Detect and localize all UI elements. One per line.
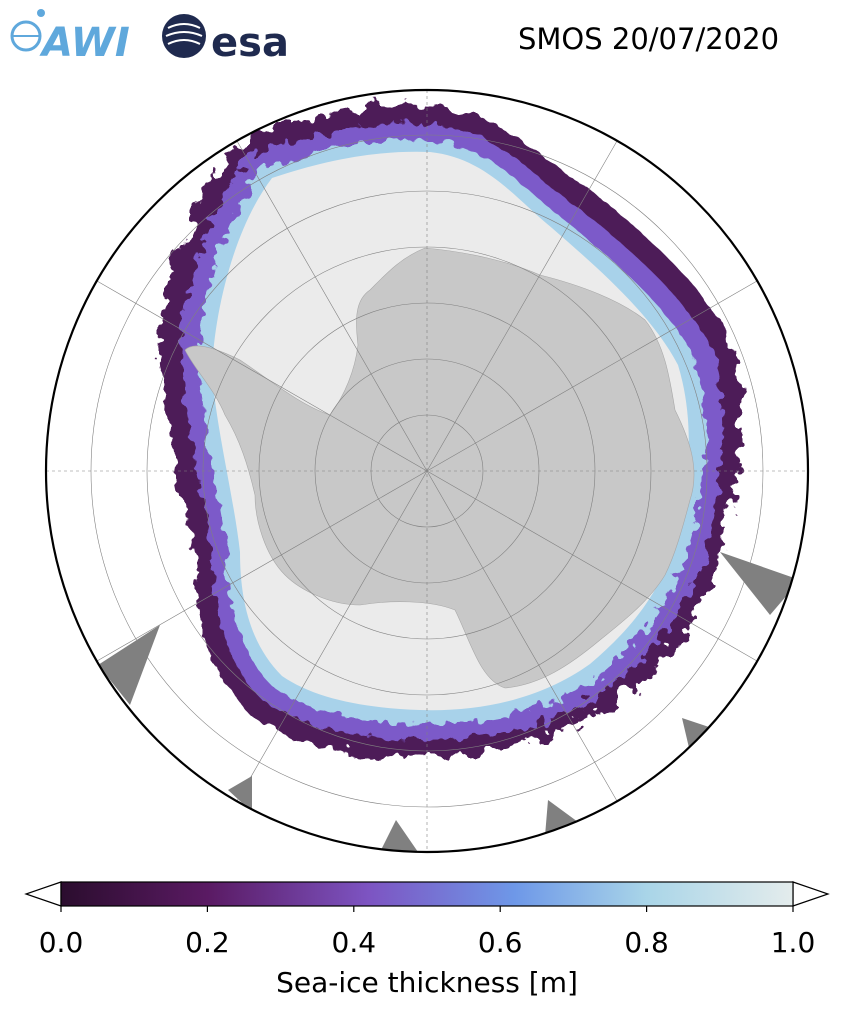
awi-star-icon: [37, 9, 45, 17]
awi-logo: AWI: [10, 9, 130, 66]
colorbar-tick-label: 0.0: [39, 926, 84, 959]
colorbar-label: Sea-ice thickness [m]: [276, 966, 578, 999]
antarctica-landmass: [184, 247, 695, 689]
colorbar-gradient: [60, 881, 794, 907]
missing-data-areas: [98, 552, 800, 852]
antarctic-map: [44, 88, 810, 854]
colorbar-tick-label: 0.8: [624, 926, 669, 959]
colorbar-extend-high: [792, 881, 830, 907]
colorbar-tick-label: 0.2: [185, 926, 230, 959]
colorbar-tick-label: 1.0: [771, 926, 816, 959]
graticule: [46, 90, 808, 852]
colorbar: 0.0 0.2 0.4 0.6 0.8 1.0 Sea-ice thickness [m]: [24, 881, 830, 999]
esa-logo: esa: [162, 14, 289, 66]
esa-logo-text: esa: [211, 20, 289, 66]
logos: AWI esa: [10, 9, 289, 66]
colorbar-tick-label: 0.4: [332, 926, 377, 959]
colorbar-ticks: 0.0 0.2 0.4 0.6 0.8 1.0: [39, 906, 816, 959]
colorbar-tick-label: 0.6: [478, 926, 523, 959]
awi-logo-text: AWI: [39, 20, 130, 66]
colorbar-extend-low: [24, 881, 62, 907]
map-boundary: [44, 88, 810, 854]
map-title: SMOS 20/07/2020: [518, 22, 780, 56]
